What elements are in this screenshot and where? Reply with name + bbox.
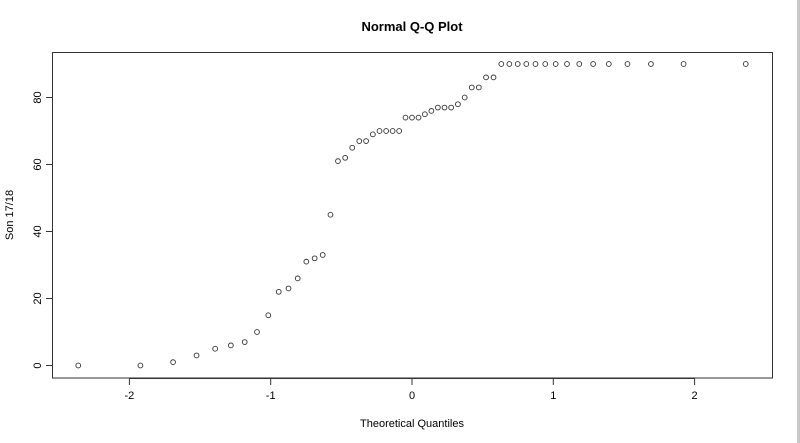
- window-edge: [797, 0, 800, 443]
- data-point: [342, 154, 349, 161]
- y-tick-label: 0: [32, 362, 44, 368]
- data-point: [448, 104, 454, 111]
- data-point: [552, 61, 559, 67]
- x-axis-label: Theoretical Quantiles: [360, 418, 464, 430]
- data-point: [363, 138, 369, 144]
- data-point: [193, 352, 200, 359]
- data-point: [415, 114, 422, 121]
- data-point: [254, 329, 260, 335]
- x-tick-label: 1: [550, 390, 556, 402]
- data-point: [441, 104, 448, 111]
- data-point: [422, 111, 428, 118]
- data-point: [75, 362, 82, 369]
- data-point: [285, 285, 292, 292]
- data-point: [532, 61, 539, 67]
- data-point: [170, 359, 176, 366]
- x-tick-label: 0: [409, 390, 415, 402]
- data-point: [542, 61, 549, 67]
- data-point: [275, 288, 282, 295]
- data-point: [383, 128, 389, 134]
- data-point: [389, 128, 396, 134]
- data-point: [303, 258, 310, 265]
- data-point: [228, 342, 234, 349]
- y-tick-label: 80: [32, 91, 44, 103]
- data-point: [455, 101, 461, 108]
- data-point: [349, 144, 356, 151]
- data-point: [435, 104, 441, 111]
- data-point: [212, 345, 219, 352]
- y-tick-label: 20: [32, 292, 44, 304]
- y-axis: 0 20 40 60 80: [32, 91, 53, 369]
- data-point: [241, 339, 248, 345]
- data-point: [483, 74, 489, 81]
- data-point: [356, 138, 363, 144]
- data-point: [468, 84, 475, 91]
- data-point: [514, 61, 521, 67]
- y-tick-label: 60: [32, 158, 44, 170]
- data-point: [498, 61, 505, 67]
- data-point: [490, 74, 497, 81]
- y-tick-label: 40: [32, 225, 44, 237]
- data-point: [523, 61, 530, 67]
- data-points: [75, 61, 749, 369]
- data-point: [294, 275, 301, 282]
- data-point: [590, 61, 596, 67]
- data-point: [265, 312, 272, 319]
- data-point: [311, 255, 318, 262]
- x-tick-label: 2: [692, 390, 698, 402]
- x-tick-label: -2: [125, 390, 135, 402]
- data-point: [680, 61, 687, 67]
- data-point: [402, 114, 409, 121]
- data-point: [605, 61, 612, 67]
- data-point: [648, 61, 654, 67]
- data-point: [327, 211, 334, 218]
- chart-title: Normal Q-Q Plot: [361, 19, 463, 34]
- data-point: [624, 61, 631, 67]
- data-point: [335, 158, 341, 165]
- y-axis-label: Son 17/18: [4, 190, 16, 240]
- data-point: [409, 114, 415, 121]
- data-point: [576, 61, 583, 67]
- data-point: [742, 61, 749, 67]
- plot-frame: [52, 52, 773, 379]
- data-point: [396, 128, 402, 134]
- data-point: [564, 61, 570, 67]
- data-point: [370, 131, 376, 138]
- x-tick-label: -1: [266, 390, 276, 402]
- data-point: [428, 108, 435, 114]
- data-point: [461, 94, 468, 101]
- data-point: [319, 252, 326, 258]
- data-point: [376, 128, 383, 134]
- data-point: [475, 84, 482, 91]
- data-point: [137, 362, 144, 369]
- x-axis: -2 -1 0 1 2: [125, 378, 698, 402]
- data-point: [506, 61, 513, 67]
